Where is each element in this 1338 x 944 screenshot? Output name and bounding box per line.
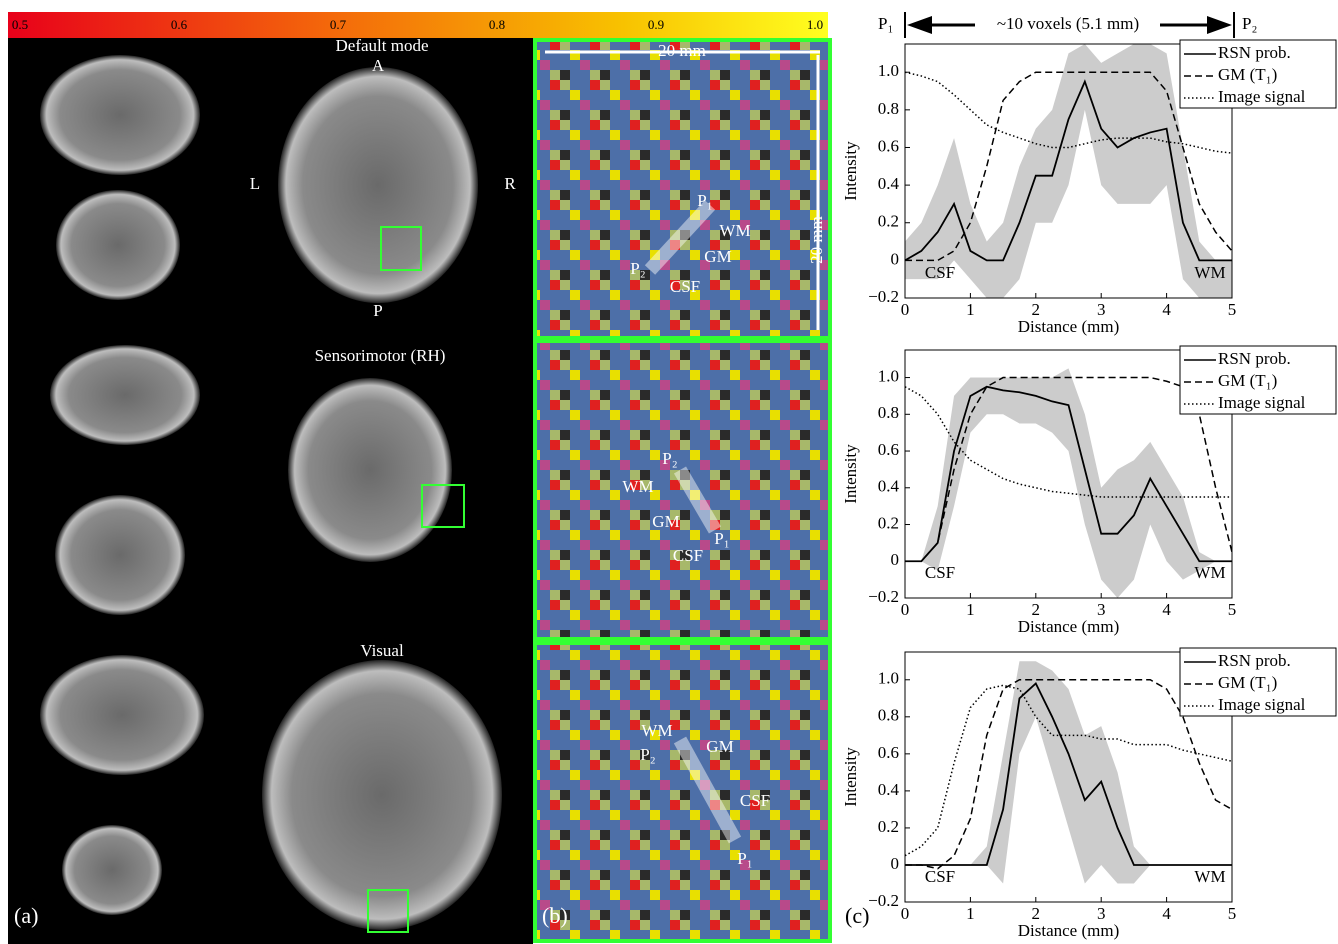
colorbar-tick-label: 0.5 <box>12 17 28 32</box>
orientation-label: R <box>504 174 516 193</box>
x-tick-label: 4 <box>1162 904 1171 923</box>
y-tick-label: 0.4 <box>878 477 900 496</box>
y-tick-label: 0.6 <box>878 743 899 762</box>
x-axis-label: Distance (mm) <box>1018 317 1120 336</box>
colorbar-tick-label: 0.6 <box>171 17 188 32</box>
annotation: WM <box>1194 263 1225 282</box>
y-tick-label: 0.4 <box>878 174 900 193</box>
annotation: WM <box>1194 867 1225 886</box>
x-tick-label: 1 <box>966 904 975 923</box>
x-tick-label: 1 <box>966 600 975 619</box>
y-tick-label: −0.2 <box>868 891 899 910</box>
annotation: CSF <box>925 867 955 886</box>
x-tick-label: 5 <box>1228 904 1237 923</box>
colorbar-tick-label: 0.7 <box>330 17 347 32</box>
legend-label: Image signal <box>1218 87 1306 106</box>
tissue-label: P₁ <box>714 529 729 548</box>
x-tick-label: 1 <box>966 300 975 319</box>
x-tick-label: 0 <box>901 904 910 923</box>
y-tick-label: 0.6 <box>878 440 899 459</box>
y-tick-label: 0.8 <box>878 403 899 422</box>
tissue-label: GM <box>706 737 733 756</box>
tissue-label: WM <box>641 721 672 740</box>
tissue-label: WM <box>622 477 653 496</box>
x-tick-label: 0 <box>901 300 910 319</box>
y-tick-label: 0.2 <box>878 513 899 532</box>
legend-label: RSN prob. <box>1218 651 1291 670</box>
panel-b <box>535 40 830 941</box>
y-tick-label: 0 <box>891 550 900 569</box>
legend-label: GM (T₁) <box>1218 65 1277 84</box>
scale-label: 20 mm <box>807 216 826 264</box>
y-tick-label: 1.0 <box>878 61 899 80</box>
tissue-label: P₁ <box>737 849 752 868</box>
tissue-label: GM <box>652 512 679 531</box>
tissue-label: P₂ <box>640 745 655 764</box>
y-tick-label: 0.6 <box>878 136 899 155</box>
annotation: CSF <box>925 563 955 582</box>
legend-label: GM (T₁) <box>1218 673 1277 692</box>
panel-label: (c) <box>845 903 869 928</box>
figure: Default mode A L R P Sensorimotor (RH) V… <box>0 0 1338 944</box>
legend-label: Image signal <box>1218 695 1306 714</box>
x-tick-label: 0 <box>901 600 910 619</box>
annotation: CSF <box>925 263 955 282</box>
scale-label: 20 mm <box>658 41 706 60</box>
legend-label: RSN prob. <box>1218 43 1291 62</box>
colorbar-tick-label: 1.0 <box>807 17 823 32</box>
legend-label: GM (T₁) <box>1218 371 1277 390</box>
y-tick-label: 1.0 <box>878 366 899 385</box>
panel-label: (a) <box>14 903 38 928</box>
x-tick-label: 5 <box>1228 300 1237 319</box>
y-tick-label: 0.8 <box>878 99 899 118</box>
network-title: Visual <box>360 641 404 660</box>
tissue-label: P₂ <box>662 449 677 468</box>
x-tick-label: 4 <box>1162 300 1171 319</box>
colorbar <box>8 12 828 38</box>
span-label: ~10 voxels (5.1 mm) <box>997 14 1139 33</box>
x-axis-label: Distance (mm) <box>1018 921 1120 940</box>
y-tick-label: 0 <box>891 854 900 873</box>
tissue-label: CSF <box>740 791 770 810</box>
y-axis-label: Intensity <box>841 444 860 504</box>
y-tick-label: 0.2 <box>878 212 899 231</box>
legend-label: RSN prob. <box>1218 349 1291 368</box>
tissue-label: P₂ <box>630 259 645 278</box>
orientation-label: P <box>373 301 382 320</box>
y-tick-label: 1.0 <box>878 669 899 688</box>
colorbar-tick-label: 0.8 <box>489 17 505 32</box>
x-tick-label: 5 <box>1228 600 1237 619</box>
network-title: Sensorimotor (RH) <box>315 346 446 365</box>
tissue-label: GM <box>704 247 731 266</box>
point-label: P₂ <box>1242 14 1257 33</box>
legend-label: Image signal <box>1218 393 1306 412</box>
point-label: P₁ <box>878 14 893 33</box>
y-tick-label: −0.2 <box>868 587 899 606</box>
tissue-label: CSF <box>670 277 700 296</box>
tissue-label: WM <box>719 221 750 240</box>
annotation: WM <box>1194 563 1225 582</box>
x-axis-label: Distance (mm) <box>1018 617 1120 636</box>
y-axis-label: Intensity <box>841 747 860 807</box>
orientation-label: L <box>250 174 260 193</box>
panel-label: (b) <box>542 903 568 928</box>
network-title: Default mode <box>336 36 429 55</box>
x-tick-label: 4 <box>1162 600 1171 619</box>
tissue-label: P₁ <box>697 191 712 210</box>
y-tick-label: 0.8 <box>878 706 899 725</box>
y-tick-label: 0 <box>891 249 900 268</box>
y-axis-label: Intensity <box>841 141 860 201</box>
tissue-label: CSF <box>673 546 703 565</box>
y-tick-label: 0.4 <box>878 780 900 799</box>
orientation-label: A <box>372 56 385 75</box>
colorbar-tick-label: 0.9 <box>648 17 664 32</box>
y-tick-label: −0.2 <box>868 287 899 306</box>
y-tick-label: 0.2 <box>878 817 899 836</box>
